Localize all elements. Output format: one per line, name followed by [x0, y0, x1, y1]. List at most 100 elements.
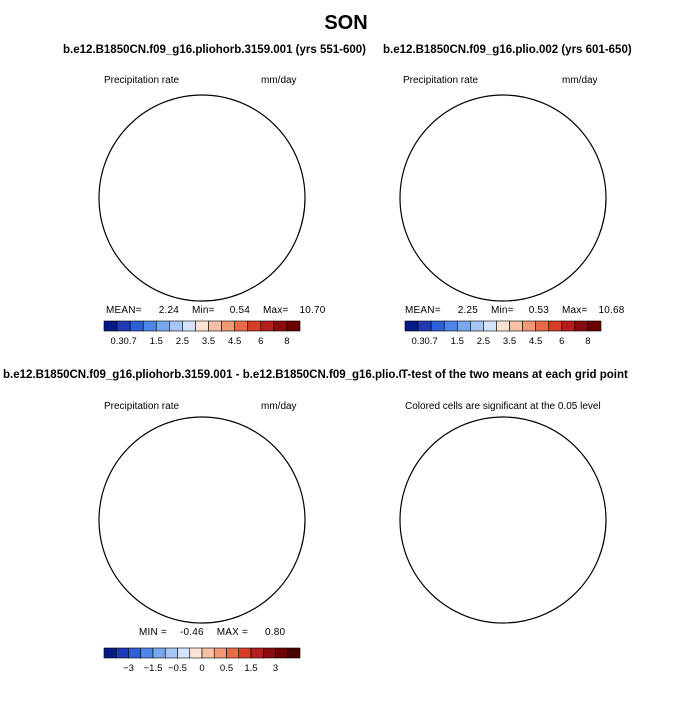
colorbar-box [260, 320, 275, 332]
max-value: 0.80 [265, 627, 286, 638]
min-label: Min= [191, 305, 215, 316]
colorbar-box [522, 320, 536, 332]
colorbar-box [574, 320, 589, 332]
colorbar-box [535, 320, 550, 332]
colorbar-box [250, 647, 264, 659]
panel-1-colorbar: 0.3 0.7 1.5 2.5 3.5 4.5 6 8 [103, 320, 301, 347]
mean-value: 2.25 [457, 305, 478, 316]
colorbar-tick-label: −3 [123, 663, 134, 674]
colorbar-box [234, 320, 249, 332]
panel-2-map [399, 94, 607, 302]
colorbar-box [103, 647, 117, 659]
panel-1-title: b.e12.B1850CN.f09_g16.pliohorb.3159.001 … [63, 44, 366, 56]
panel-4-title: T-test of the two means at each grid poi… [401, 369, 628, 381]
colorbar-box [443, 320, 458, 332]
colorbar-tick-label: 3.5 [503, 336, 516, 347]
colorbar-box [456, 320, 471, 332]
colorbar-box [287, 647, 301, 659]
max-value: 10.68 [598, 305, 625, 316]
colorbar-tick-label: 1.5 [244, 663, 257, 674]
colorbar-box [470, 320, 484, 332]
max-label: Max= [561, 305, 588, 316]
panel-3-stats: MIN = -0.46 MAX = 0.80 [139, 627, 285, 638]
colorbar-box [509, 320, 523, 332]
panel-1-stats: MEAN= 2.24 Min= 0.54 Max= 10.70 [106, 305, 326, 316]
colorbar-tick-label: 0.5 [220, 663, 233, 674]
colorbar-tick-label: 4.5 [529, 336, 542, 347]
colorbar-box [587, 320, 602, 332]
colorbar-box [496, 320, 510, 332]
panel-4-map [399, 416, 607, 624]
colorbar-box [483, 320, 497, 332]
colorbar-tick-label: 1.5 [451, 336, 464, 347]
mean-label: MEAN= [106, 305, 142, 316]
colorbar-box [182, 320, 196, 332]
panel-4-left-label: Colored cells are significant at the 0.0… [405, 401, 601, 412]
panel-3-map [98, 416, 306, 624]
colorbar-box [103, 320, 118, 332]
colorbar-tick-label: 3 [273, 663, 278, 674]
max-value: 10.70 [299, 305, 326, 316]
panel-2-units: mm/day [562, 75, 598, 86]
panel-3-units: mm/day [261, 401, 297, 412]
colorbar-tick-label: 4.5 [228, 336, 241, 347]
colorbar-tick-label: 2.5 [477, 336, 490, 347]
colorbar-tick-label: 0.3 [110, 336, 123, 347]
colorbar-box [273, 320, 288, 332]
panel-2-colorbar: 0.3 0.7 1.5 2.5 3.5 4.5 6 8 [404, 320, 602, 347]
colorbar-box [561, 320, 576, 332]
colorbar-box [417, 320, 432, 332]
max-label: Max= [262, 305, 289, 316]
colorbar-box [195, 320, 209, 332]
panel-1-map [98, 94, 312, 308]
colorbar-box [548, 320, 563, 332]
min-label: MIN = [139, 627, 167, 638]
panel-1-units: mm/day [261, 75, 297, 86]
colorbar-box [115, 647, 129, 659]
colorbar-tick-label: 6 [258, 336, 263, 347]
colorbar-tick-label: 0.3 [411, 336, 424, 347]
colorbar-tick-label: −0.5 [168, 663, 187, 674]
colorbar-tick-label: 1.5 [150, 336, 163, 347]
colorbar-tick-label: 0.7 [124, 336, 137, 347]
colorbar-box [238, 647, 252, 659]
colorbar-box [129, 320, 144, 332]
panel-2-title: b.e12.B1850CN.f09_g16.plio.002 (yrs 601-… [383, 44, 632, 56]
colorbar-box [155, 320, 170, 332]
colorbar-box [177, 647, 191, 659]
mean-value: 2.24 [158, 305, 179, 316]
colorbar-box [116, 320, 131, 332]
colorbar-box [275, 647, 289, 659]
panel-1-left-label: Precipitation rate [104, 75, 180, 86]
colorbar-box [262, 647, 276, 659]
colorbar-box [164, 647, 178, 659]
min-value: 0.54 [229, 305, 250, 316]
max-label: MAX = [216, 627, 249, 638]
colorbar-tick-label: 2.5 [176, 336, 189, 347]
min-label: Min= [490, 305, 514, 316]
colorbar-box [247, 320, 262, 332]
colorbar-box [286, 320, 301, 332]
panel-3-title: b.e12.B1850CN.f09_g16.pliohorb.3159.001 … [3, 369, 418, 381]
colorbar-tick-label: 0 [199, 663, 204, 674]
colorbar-tick-label: 0.7 [425, 336, 438, 347]
colorbar-box [201, 647, 215, 659]
colorbar-box [152, 647, 166, 659]
colorbar-tick-label: −1.5 [144, 663, 163, 674]
colorbar-box [189, 647, 203, 659]
colorbar-box [213, 647, 227, 659]
panel-2-left-label: Precipitation rate [403, 75, 479, 86]
colorbar-box [226, 647, 240, 659]
colorbar-box [208, 320, 222, 332]
colorbar-box [140, 647, 154, 659]
colorbar-tick-label: 8 [284, 336, 289, 347]
colorbar-tick-label: 3.5 [202, 336, 215, 347]
colorbar-box [169, 320, 183, 332]
colorbar-box [404, 320, 419, 332]
panel-3-colorbar: −3 −1.5 −0.5 0 0.5 1.5 3 [103, 647, 301, 674]
colorbar-box [430, 320, 445, 332]
colorbar-tick-label: 8 [585, 336, 590, 347]
panel-2-stats: MEAN= 2.25 Min= 0.53 Max= 10.68 [405, 305, 625, 316]
colorbar-box [142, 320, 157, 332]
